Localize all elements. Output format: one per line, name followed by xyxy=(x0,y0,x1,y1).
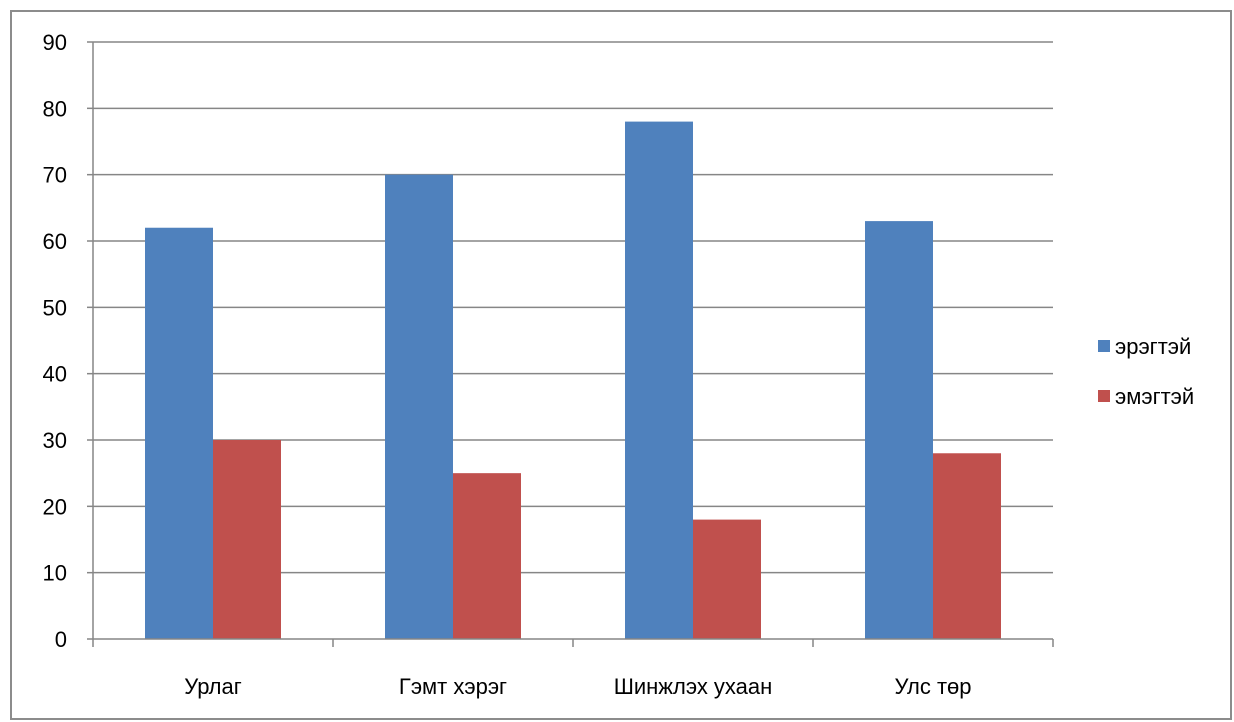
bar-series-2 xyxy=(453,473,521,639)
bars xyxy=(145,121,1001,640)
legend-label: эрэгтэй xyxy=(1115,334,1191,359)
y-axis-tick-label: 40 xyxy=(43,362,67,387)
legend: эрэгтэй эмэгтэй xyxy=(1098,334,1194,409)
y-axis-tick-label: 90 xyxy=(43,30,67,55)
y-axis-tick-label: 60 xyxy=(43,229,67,254)
legend-swatch xyxy=(1098,390,1110,402)
y-axis-tick-label: 50 xyxy=(43,295,67,320)
bar-series-1 xyxy=(145,227,213,639)
x-axis-tick-labels: Урлаг Гэмт хэрэг Шинжлэх ухаан Улс төр xyxy=(184,674,971,699)
x-axis-tick-label: Гэмт хэрэг xyxy=(399,674,507,699)
y-axis-tick-label: 80 xyxy=(43,96,67,121)
y-axis-tick-label: 70 xyxy=(43,163,67,188)
y-axis-tick-label: 10 xyxy=(43,561,67,586)
y-axis-tick-label: 0 xyxy=(55,627,67,652)
bar-series-1 xyxy=(385,174,453,639)
bar-series-1 xyxy=(865,221,933,639)
bar-series-2 xyxy=(213,440,281,639)
legend-swatch xyxy=(1098,340,1110,352)
y-axis-tick-label: 30 xyxy=(43,428,67,453)
y-axis-tick-labels: 0 10 20 30 40 50 60 70 80 90 xyxy=(43,30,67,652)
bar-series-1 xyxy=(625,121,693,640)
bar-series-2 xyxy=(933,453,1001,639)
x-axis-tick-label: Шинжлэх ухаан xyxy=(614,674,773,699)
bar-series-2 xyxy=(693,519,761,639)
y-axis-tick-label: 20 xyxy=(43,494,67,519)
legend-label: эмэгтэй xyxy=(1115,384,1194,409)
x-axis-tick-label: Урлаг xyxy=(184,674,242,699)
x-axis-tick-label: Улс төр xyxy=(895,674,972,699)
axes xyxy=(87,41,1054,647)
